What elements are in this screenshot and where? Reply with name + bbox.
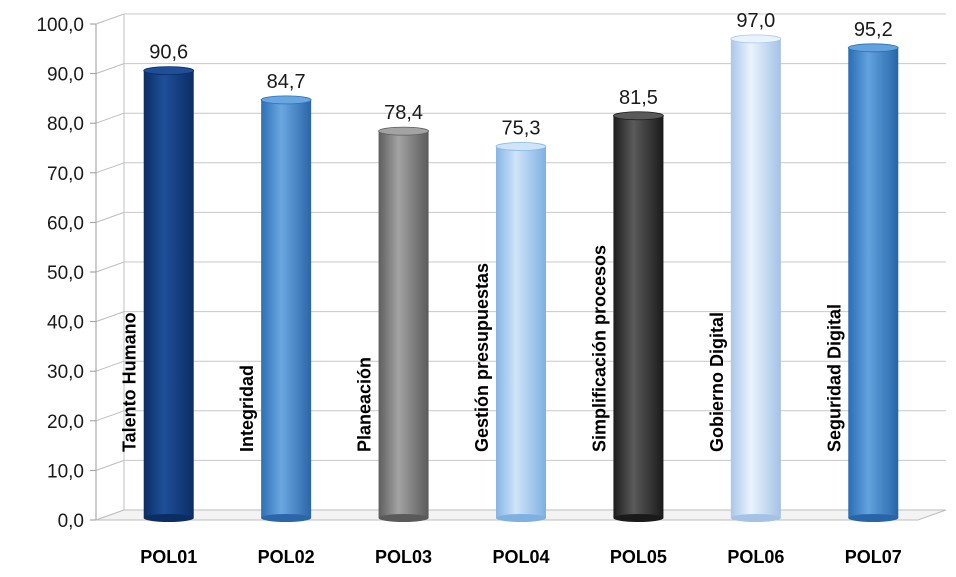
grid-wall-segment bbox=[95, 211, 125, 223]
data-label: 84,7 bbox=[267, 71, 306, 93]
y-tick-label: 80,0 bbox=[47, 114, 84, 135]
data-label: 95,2 bbox=[854, 19, 893, 41]
data-label: 75,3 bbox=[502, 118, 541, 140]
bar-pol07 bbox=[848, 47, 899, 519]
grid-wall-segment bbox=[95, 63, 125, 75]
grid-wall-segment bbox=[95, 261, 125, 273]
grid-wall-segment bbox=[95, 162, 125, 174]
grid-wall-segment bbox=[95, 311, 125, 323]
bar-name-label: Gestión presupuestas bbox=[472, 263, 492, 452]
x-tick-label: POL07 bbox=[845, 547, 902, 567]
bar-top-cap bbox=[613, 111, 664, 121]
y-tick-label: 70,0 bbox=[47, 164, 84, 185]
y-tick-label: 40,0 bbox=[47, 313, 84, 334]
grid-wall-segment bbox=[95, 410, 125, 422]
bar-base-cap bbox=[613, 514, 664, 522]
bar-layer bbox=[143, 34, 899, 522]
bar-top-cap bbox=[847, 43, 899, 53]
x-tick-label: POL01 bbox=[140, 547, 197, 567]
x-tick-label: POL06 bbox=[727, 547, 784, 567]
x-tick-label: POL02 bbox=[258, 547, 315, 567]
data-label: 97,0 bbox=[736, 10, 775, 32]
bar-base-cap bbox=[378, 514, 429, 522]
bar-top-cap bbox=[260, 95, 312, 105]
x-tick-label: POL04 bbox=[492, 547, 549, 567]
y-tick-label: 30,0 bbox=[47, 362, 84, 383]
bar-pol06 bbox=[730, 38, 781, 518]
bar-pol04 bbox=[496, 146, 546, 518]
bar-name-label: Planeación bbox=[355, 357, 375, 452]
y-tick-label: 50,0 bbox=[47, 263, 84, 284]
bar-base-cap bbox=[261, 514, 312, 522]
bar-base-cap bbox=[143, 514, 194, 522]
bar-name-label: Integridad bbox=[237, 365, 257, 452]
y-tick-label: 10,0 bbox=[47, 461, 84, 482]
bar-name-label: Seguridad Digital bbox=[824, 304, 844, 452]
bar-top-cap bbox=[495, 142, 547, 151]
bar-top-cap bbox=[730, 34, 782, 44]
bar-top-cap bbox=[378, 126, 429, 136]
bar-pol03 bbox=[378, 131, 429, 519]
bar-base-cap bbox=[848, 514, 899, 522]
grid-wall-segment bbox=[95, 13, 125, 25]
y-tick-label: 60,0 bbox=[47, 213, 84, 234]
bar-pol05 bbox=[613, 115, 664, 518]
bar-base-cap bbox=[496, 514, 546, 522]
data-label: 78,4 bbox=[384, 102, 423, 124]
y-tick-label: 20,0 bbox=[47, 412, 84, 433]
y-tick-label: 0,0 bbox=[58, 511, 84, 532]
bar-pol02 bbox=[261, 99, 312, 518]
bar-name-label: Gobierno Digital bbox=[707, 312, 727, 452]
y-tick-label: 100,0 bbox=[36, 15, 84, 36]
grid-wall-segment bbox=[95, 459, 125, 471]
bar-name-label: Talento Humano bbox=[120, 312, 140, 452]
data-label: 90,6 bbox=[149, 42, 188, 64]
bar-top-cap bbox=[143, 66, 195, 76]
x-tick-label: POL03 bbox=[375, 547, 432, 567]
y-tick-label: 90,0 bbox=[47, 65, 84, 86]
bar-base-cap bbox=[730, 514, 781, 522]
grid-wall-segment bbox=[95, 112, 125, 124]
x-tick-label: POL05 bbox=[610, 547, 667, 567]
bar-pol01 bbox=[143, 70, 194, 519]
data-label: 81,5 bbox=[619, 87, 658, 109]
bar-name-label: Simplificación procesos bbox=[589, 245, 609, 452]
grid-wall-segment bbox=[95, 360, 125, 372]
label-layer: 90,6 POL01 Talento Humano 84,7 POL02 Integrid… bbox=[120, 10, 902, 567]
